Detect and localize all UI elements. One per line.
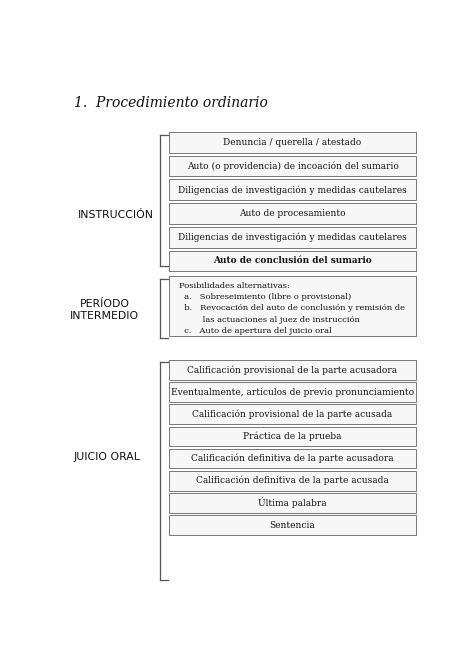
Text: Diligencias de investigación y medidas cautelares: Diligencias de investigación y medidas c… — [178, 185, 407, 194]
Text: Última palabra: Última palabra — [258, 497, 327, 509]
Text: PERÍODO
INTERMEDIO: PERÍODO INTERMEDIO — [70, 299, 139, 321]
FancyBboxPatch shape — [169, 360, 416, 380]
Text: Diligencias de investigación y medidas cautelares: Diligencias de investigación y medidas c… — [178, 232, 407, 242]
Text: Calificación definitiva de la parte acusadora: Calificación definitiva de la parte acus… — [191, 454, 394, 463]
Text: Auto de procesamiento: Auto de procesamiento — [239, 209, 346, 218]
FancyBboxPatch shape — [169, 251, 416, 271]
Text: Denuncia / querella / atestado: Denuncia / querella / atestado — [223, 138, 362, 147]
Text: Calificación provisional de la parte acusadora: Calificación provisional de la parte acu… — [187, 365, 398, 375]
FancyBboxPatch shape — [169, 132, 416, 153]
FancyBboxPatch shape — [169, 277, 416, 336]
FancyBboxPatch shape — [169, 471, 416, 490]
Text: Calificación definitiva de la parte acusada: Calificación definitiva de la parte acus… — [196, 476, 389, 486]
Text: Calificación provisional de la parte acusada: Calificación provisional de la parte acu… — [192, 409, 392, 419]
FancyBboxPatch shape — [169, 427, 416, 446]
FancyBboxPatch shape — [169, 227, 416, 247]
FancyBboxPatch shape — [169, 382, 416, 402]
Text: Eventualmente, artículos de previo pronunciamiento: Eventualmente, artículos de previo pronu… — [171, 387, 414, 397]
Text: Auto (o providencia) de incoación del sumario: Auto (o providencia) de incoación del su… — [187, 161, 399, 171]
Text: Sentencia: Sentencia — [270, 521, 315, 529]
Text: Auto de conclusión del sumario: Auto de conclusión del sumario — [213, 257, 372, 265]
Text: 1.  Procedimiento ordinario: 1. Procedimiento ordinario — [74, 96, 268, 110]
Text: Práctica de la prueba: Práctica de la prueba — [243, 431, 342, 441]
FancyBboxPatch shape — [169, 449, 416, 468]
FancyBboxPatch shape — [169, 405, 416, 424]
Text: INSTRUCCIÓN: INSTRUCCIÓN — [78, 210, 154, 220]
FancyBboxPatch shape — [169, 515, 416, 535]
FancyBboxPatch shape — [169, 180, 416, 200]
Text: Posibilidades alternativas:
  a.   Sobreseimiento (libre o provisional)
  b.   R: Posibilidades alternativas: a. Sobreseim… — [179, 281, 405, 335]
Text: JUICIO ORAL: JUICIO ORAL — [74, 452, 141, 462]
FancyBboxPatch shape — [169, 203, 416, 224]
FancyBboxPatch shape — [169, 493, 416, 513]
FancyBboxPatch shape — [169, 155, 416, 176]
